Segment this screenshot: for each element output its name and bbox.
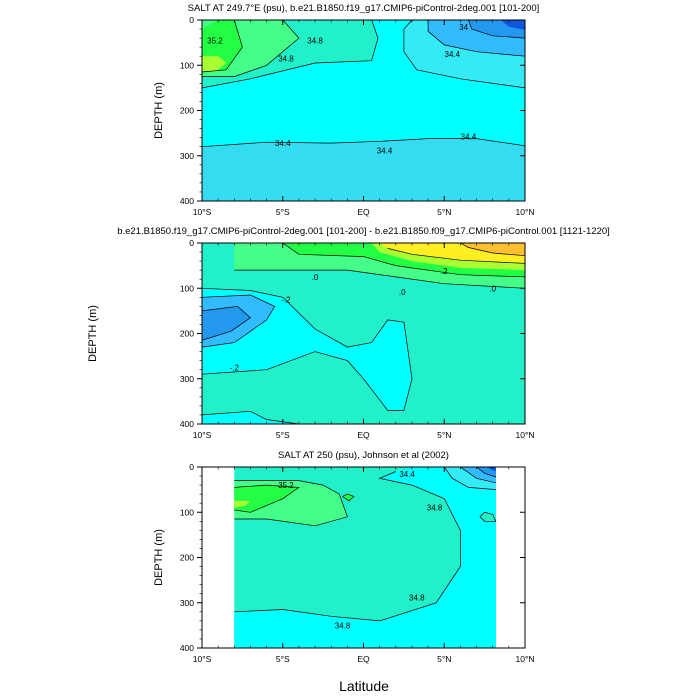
contour-line-6 xyxy=(427,20,525,57)
plot-area: 35.2 34.4 34.8 34.8 34.8 xyxy=(234,467,497,648)
contour-line-7 xyxy=(479,511,497,522)
x-tick-label: 10°S xyxy=(193,207,212,217)
x-tick-label: 5°S xyxy=(276,654,290,664)
y-tick-label: 100 xyxy=(180,60,194,70)
y-tick-label: 300 xyxy=(180,151,194,161)
contour-label-3: .0 xyxy=(399,288,406,297)
y-tick-label: 300 xyxy=(180,598,194,608)
x-tick-label: 10°N xyxy=(516,207,535,217)
contour-label-5: 35.2 xyxy=(207,36,223,45)
contour-line-3 xyxy=(342,493,355,502)
y-tick-label: 100 xyxy=(180,507,194,517)
contour-label-4: 34.8 xyxy=(335,621,351,630)
contour-line-5 xyxy=(282,243,525,278)
panel-title: SALT AT 250 (psu), Johnson et al (2002) xyxy=(278,450,449,461)
contour-label-4: .0 xyxy=(489,284,496,293)
contour-line-6 xyxy=(387,248,525,264)
contour-line-4 xyxy=(444,467,496,490)
contour-line-7 xyxy=(468,20,525,39)
x-tick-label: 5°S xyxy=(276,207,290,217)
contour-label-7: 34 xyxy=(459,23,468,32)
contour-fill-8 xyxy=(460,243,525,256)
contour-line-1 xyxy=(234,480,348,527)
x-tick-label: EQ xyxy=(357,207,370,217)
contour-fill-0 xyxy=(202,138,525,201)
y-axis-label: DEPTH (m) xyxy=(87,305,99,362)
contour-line-2 xyxy=(234,484,300,513)
x-tick-label: 10°N xyxy=(516,430,535,440)
contour-line-7 xyxy=(460,243,525,257)
y-tick-label: 400 xyxy=(180,196,194,206)
contour-line-2 xyxy=(202,294,276,348)
x-tick-label: 5°N xyxy=(437,207,451,217)
panel-1: 34.4 34.4 34.4 34.8 34.8 35.2 34.4 34 10°S 5°S EQ 5… xyxy=(153,3,539,217)
y-tick-label: 400 xyxy=(180,419,194,429)
panel-3: 35.2 34.4 34.8 34.8 34.8 10°S 5°S EQ 5°N 10°N 0 100… xyxy=(153,450,535,664)
y-tick-label: 0 xyxy=(189,15,194,25)
x-tick-label: 10°N xyxy=(516,654,535,664)
x-tick-label: 5°N xyxy=(437,430,451,440)
x-axis-label: Latitude xyxy=(339,678,389,694)
contour-line-4 xyxy=(202,20,243,73)
contour-line-4 xyxy=(234,269,525,289)
panel-title: b.e21.B1850.f19_g17.CMIP6-piControl-2deg… xyxy=(117,226,610,237)
contour-label-2: .0 xyxy=(312,273,319,282)
plot-area: 34.4 34.4 34.4 34.8 34.8 35.2 34.4 34 xyxy=(202,20,525,201)
contour-label-5: .2 xyxy=(441,267,448,276)
plot-area: -.2 -.2 .0 .0 .0 .2 xyxy=(202,243,525,424)
x-tick-label: 10°S xyxy=(193,654,212,664)
contour-line-3 xyxy=(202,306,251,341)
y-tick-label: 200 xyxy=(180,553,194,563)
contour-fill-4 xyxy=(500,20,525,30)
contour-line-0 xyxy=(202,138,525,148)
y-tick-label: 100 xyxy=(180,283,194,293)
contour-label-0: -.2 xyxy=(281,296,291,305)
contour-fill-7 xyxy=(234,485,299,513)
contour-line-6 xyxy=(476,467,497,478)
contour-line-3 xyxy=(202,20,300,77)
contour-line-5 xyxy=(403,20,525,89)
x-tick-label: EQ xyxy=(357,654,370,664)
contour-label-1: 34.4 xyxy=(399,470,415,479)
panel-title: SALT AT 249.7°E (psu), b.e21.B1850.f19_g… xyxy=(188,3,540,14)
contour-label-2: 34.4 xyxy=(461,133,477,142)
contour-line-5 xyxy=(460,467,496,484)
y-tick-label: 200 xyxy=(180,106,194,116)
contour-label-3: 34.8 xyxy=(409,593,425,602)
contour-fill-8 xyxy=(342,494,354,501)
y-axis-label: DEPTH (m) xyxy=(153,82,165,139)
x-tick-label: EQ xyxy=(357,430,370,440)
y-tick-label: 300 xyxy=(180,374,194,384)
x-tick-label: 5°S xyxy=(276,430,290,440)
contour-label-2: 34.8 xyxy=(427,504,443,513)
contour-line-0 xyxy=(234,471,461,622)
contour-label-0: 35.2 xyxy=(278,481,294,490)
y-tick-label: 400 xyxy=(180,643,194,653)
contour-fill-3 xyxy=(202,306,251,341)
contour-label-6: 34.4 xyxy=(445,50,461,59)
contour-line-2 xyxy=(202,20,379,89)
x-tick-label: 10°S xyxy=(193,430,212,440)
contour-label-4: 34.8 xyxy=(278,54,294,63)
contour-label-3: 34.8 xyxy=(307,36,323,45)
contour-label-1: 34.4 xyxy=(377,146,393,155)
y-axis-label: DEPTH (m) xyxy=(153,529,165,586)
y-tick-label: 200 xyxy=(180,329,194,339)
contour-line-0 xyxy=(202,287,413,411)
y-tick-label: 0 xyxy=(189,238,194,248)
contour-label-0: 34.4 xyxy=(275,139,291,148)
panel-2: -.2 -.2 .0 .0 .0 .2 10°S 5°S EQ 5°N 10°N 0 100 200 300… xyxy=(87,226,610,440)
contour-fill-8 xyxy=(202,56,227,72)
contour-fill-5 xyxy=(486,467,496,472)
y-tick-label: 0 xyxy=(189,462,194,472)
contour-fill-9 xyxy=(234,500,251,508)
contour-fill-4 xyxy=(476,467,496,477)
contour-label-1: -.2 xyxy=(230,363,240,372)
x-tick-label: 5°N xyxy=(437,654,451,664)
